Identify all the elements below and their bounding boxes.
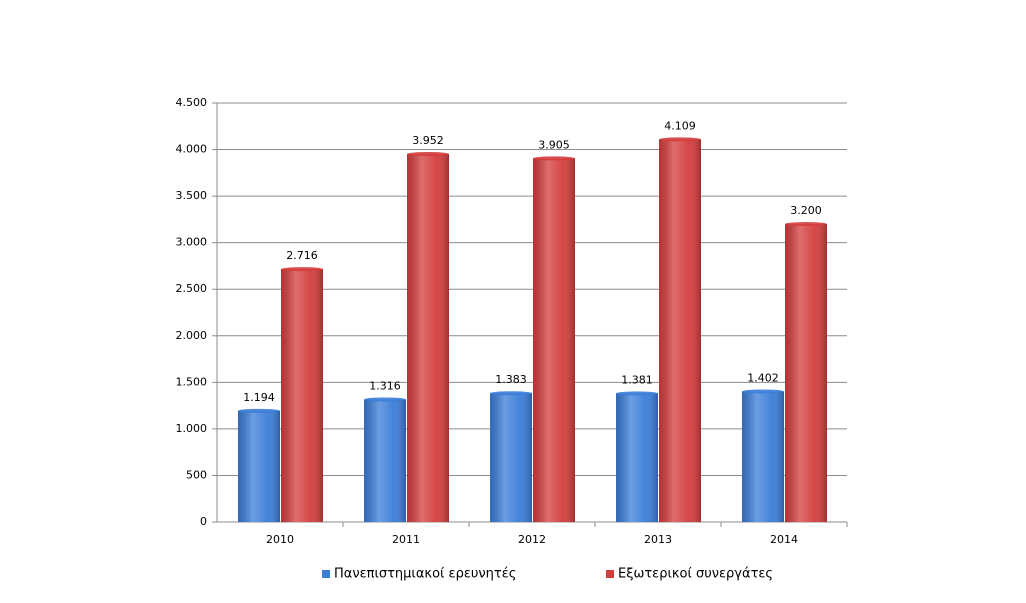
y-tick-label: 4.500 — [176, 96, 208, 109]
legend-text: Πανεπιστημιακοί ερευνητές — [334, 567, 516, 582]
data-label: 1.402 — [747, 371, 779, 384]
data-label: 3.952 — [412, 134, 444, 147]
bar-cap — [238, 408, 280, 413]
bar-cap — [281, 267, 323, 272]
y-tick-label: 2.500 — [176, 282, 208, 295]
y-tick-label: 1.000 — [176, 422, 208, 435]
data-label: 1.316 — [369, 379, 401, 392]
y-tick-label: 3.000 — [176, 236, 208, 249]
bar-cap — [533, 156, 575, 161]
data-label: 1.194 — [243, 391, 275, 404]
y-tick-label: 3.500 — [176, 189, 208, 202]
x-tick-label: 2010 — [266, 533, 294, 546]
bar-shade — [238, 410, 280, 522]
legend-swatch — [606, 570, 614, 578]
bar-shade — [659, 139, 701, 523]
bar-cap — [742, 389, 784, 394]
y-tick-label: 2.000 — [176, 329, 208, 342]
data-label: 1.381 — [621, 373, 653, 386]
x-tick-label: 2013 — [644, 533, 672, 546]
bar-shade — [785, 224, 827, 523]
bar-cap — [407, 152, 449, 157]
bar-cap — [364, 397, 406, 402]
bar-cap — [490, 391, 532, 396]
data-label: 3.200 — [790, 204, 822, 217]
x-tick-label: 2014 — [770, 533, 798, 546]
y-tick-label: 4.000 — [176, 143, 208, 156]
legend-swatch — [322, 570, 330, 578]
bar-shade — [407, 154, 449, 522]
x-tick-label: 2011 — [392, 533, 420, 546]
bar-cap — [785, 222, 827, 227]
bar-shade — [281, 269, 323, 522]
x-tick-label: 2012 — [518, 533, 546, 546]
bar-shade — [616, 393, 658, 522]
bar-cap — [616, 391, 658, 396]
data-label: 2.716 — [286, 249, 318, 262]
bar-shade — [364, 399, 406, 522]
data-label: 1.383 — [495, 373, 527, 386]
data-label: 3.905 — [538, 138, 570, 151]
y-tick-label: 500 — [186, 468, 207, 481]
y-tick-label: 1.500 — [176, 375, 208, 388]
bar-shade — [742, 391, 784, 522]
bar-shade — [533, 158, 575, 522]
bar-cap — [659, 137, 701, 142]
legend-text: Εξωτερικοί συνεργάτες — [618, 567, 773, 582]
bar-shade — [490, 393, 532, 522]
y-tick-label: 0 — [200, 515, 207, 528]
data-label: 4.109 — [664, 119, 696, 132]
